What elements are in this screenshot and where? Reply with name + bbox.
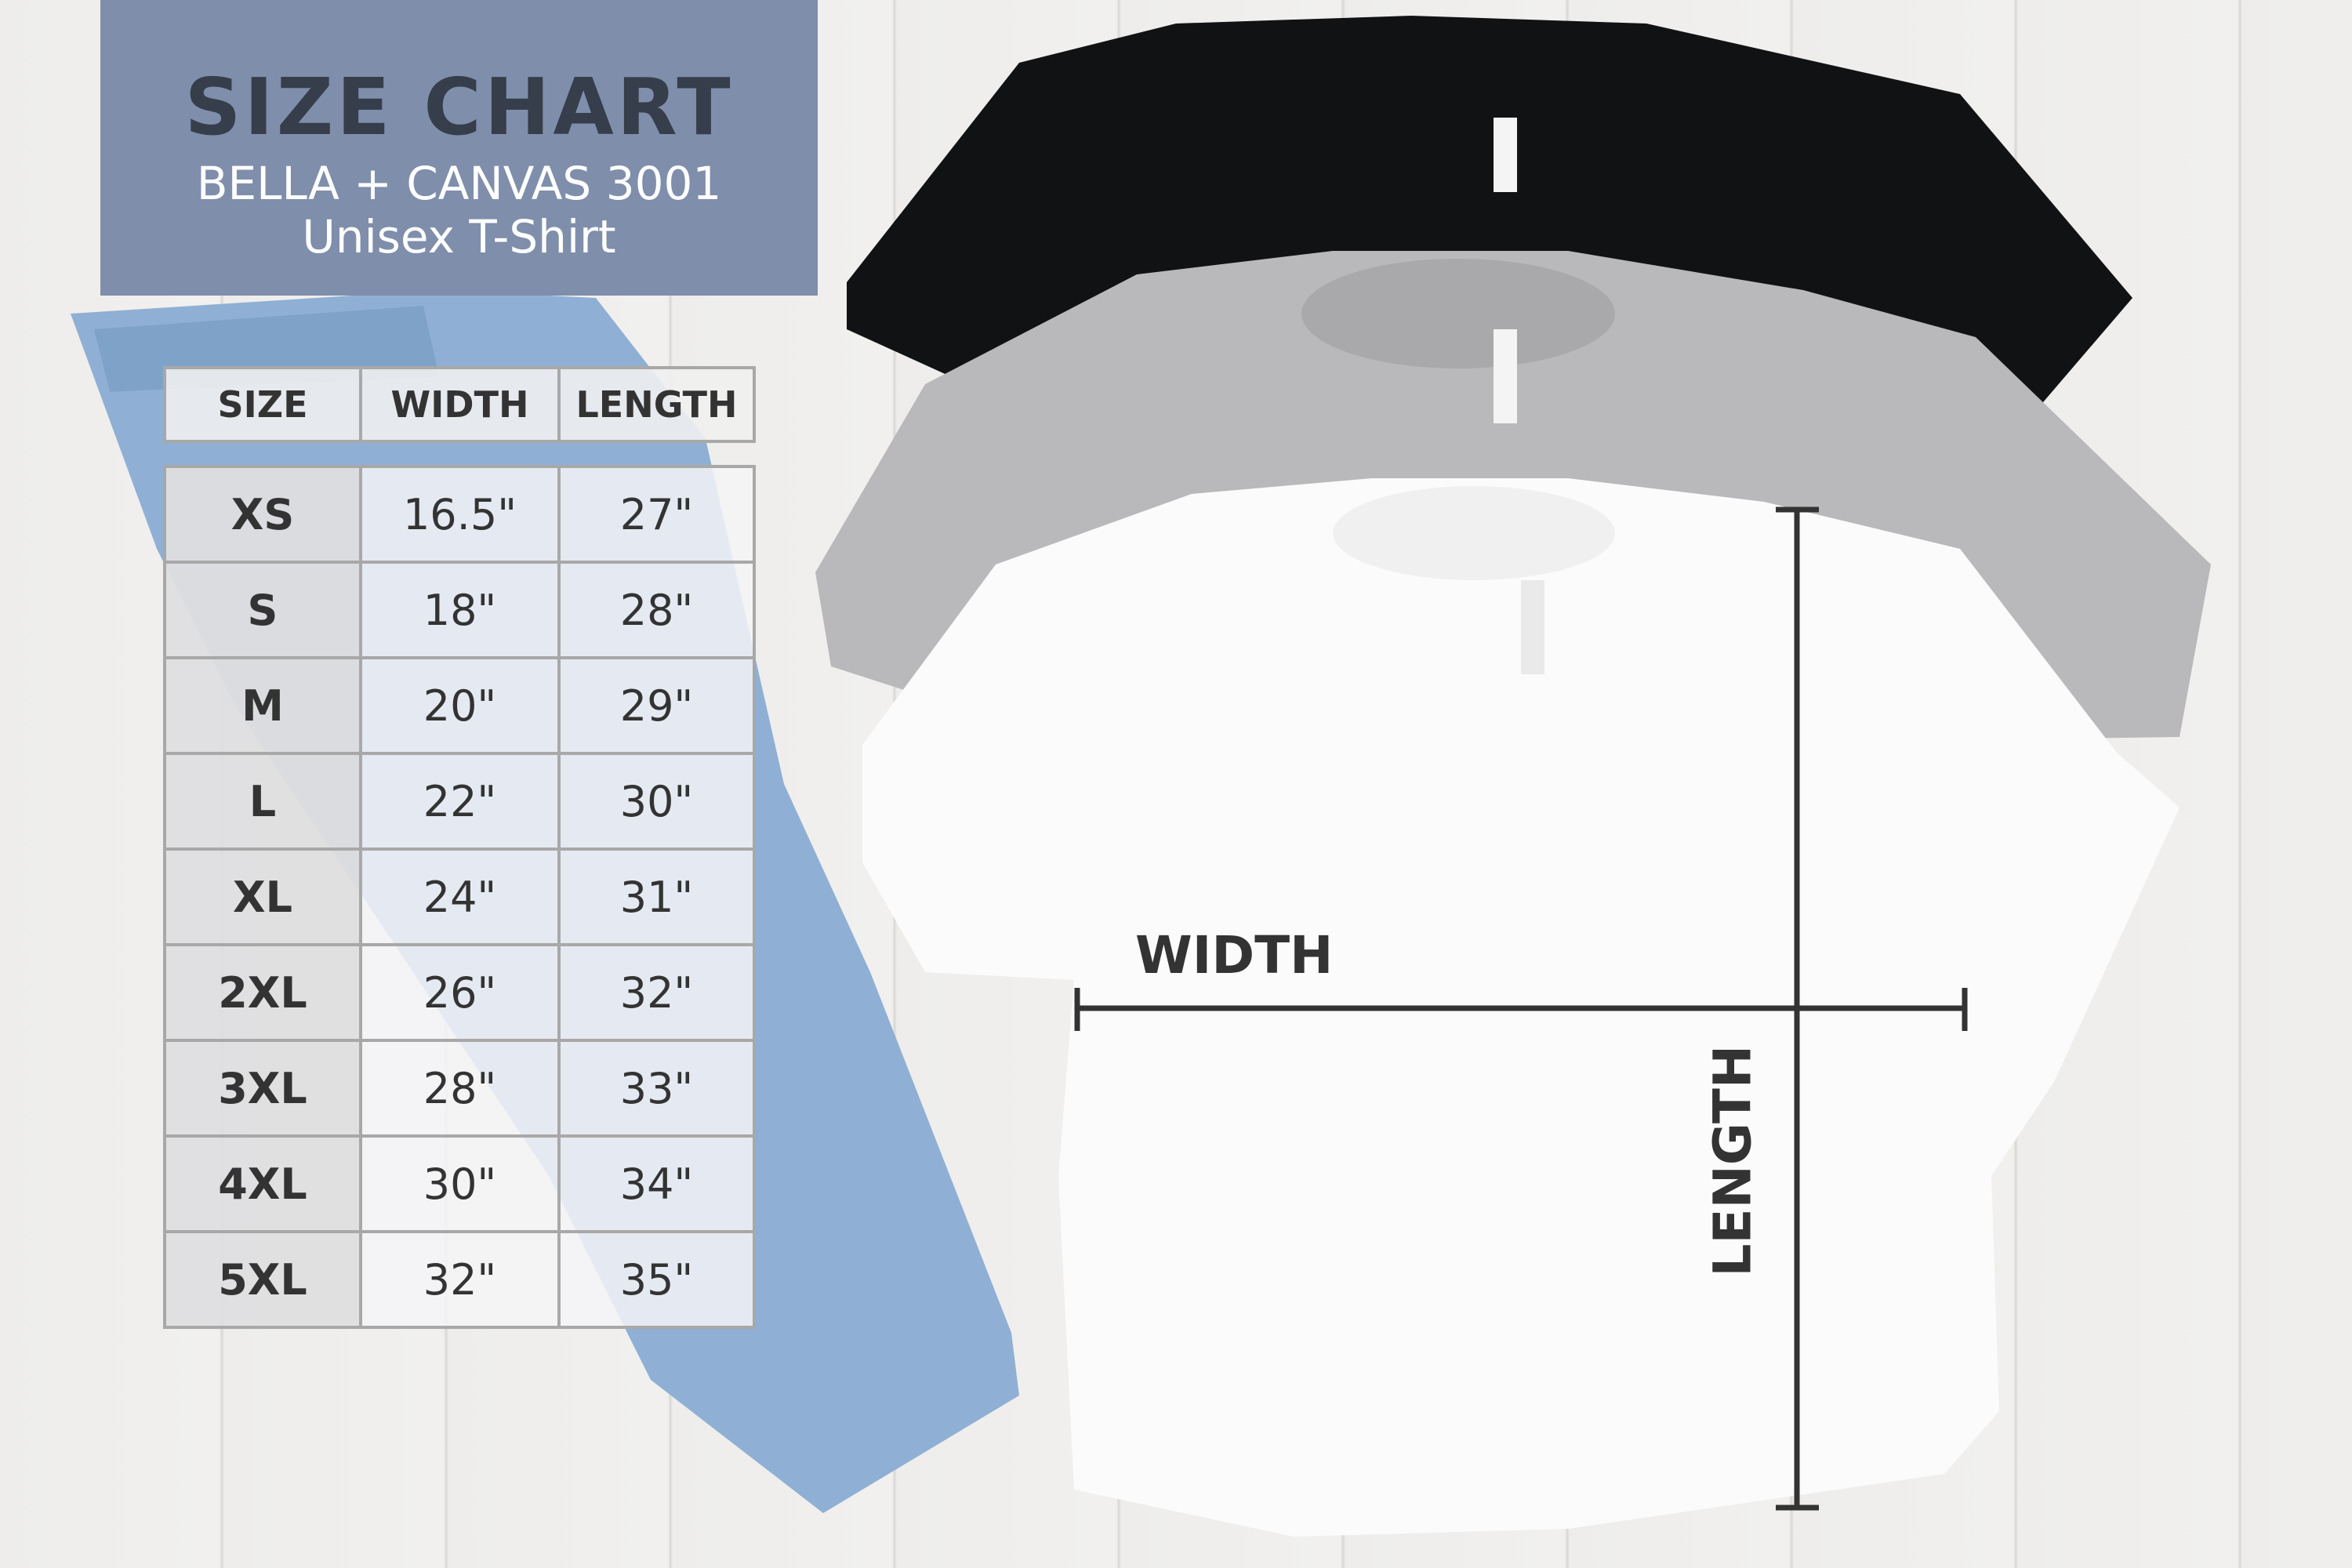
table-row: XL 24" 31" <box>163 848 756 946</box>
column-header-length: LENGTH <box>557 366 756 443</box>
cell-width: 20" <box>359 656 561 755</box>
table-row: M 20" 29" <box>163 656 756 755</box>
cell-width: 30" <box>359 1134 561 1233</box>
cell-length: 32" <box>557 943 756 1042</box>
cell-length: 34" <box>557 1134 756 1233</box>
cell-size: 4XL <box>163 1134 362 1233</box>
table-row: 5XL 32" 35" <box>163 1230 756 1329</box>
cell-width: 16.5" <box>359 465 561 564</box>
cell-length: 30" <box>557 752 756 851</box>
cell-size: 2XL <box>163 943 362 1042</box>
size-chart-header: SIZE CHART BELLA + CANVAS 3001 Unisex T-… <box>100 0 818 296</box>
table-row: L 22" 30" <box>163 752 756 851</box>
cell-size: 5XL <box>163 1230 362 1329</box>
length-label: LENGTH <box>1702 1044 1763 1277</box>
cell-length: 33" <box>557 1039 756 1138</box>
column-header-size: SIZE <box>163 366 362 443</box>
size-table: XS 16.5" 27" S 18" 28" M 20" 29" L 22" 30" XL 24" 31" 2… <box>163 465 756 1329</box>
cell-width: 24" <box>359 848 561 946</box>
width-label: WIDTH <box>1135 925 1334 985</box>
table-row: 3XL 28" 33" <box>163 1039 756 1138</box>
cell-width: 18" <box>359 561 561 659</box>
page-title: SIZE CHART <box>184 61 734 153</box>
cell-width: 28" <box>359 1039 561 1138</box>
cell-size: S <box>163 561 362 659</box>
table-row: 2XL 26" 32" <box>163 943 756 1042</box>
cell-length: 31" <box>557 848 756 946</box>
table-row: 4XL 30" 34" <box>163 1134 756 1233</box>
cell-length: 29" <box>557 656 756 755</box>
cell-width: 32" <box>359 1230 561 1329</box>
cell-size: L <box>163 752 362 851</box>
cell-size: XL <box>163 848 362 946</box>
cell-size: XS <box>163 465 362 564</box>
table-row: XS 16.5" 27" <box>163 465 756 564</box>
width-measure-line <box>1074 988 1968 1031</box>
cell-size: M <box>163 656 362 755</box>
cell-width: 22" <box>359 752 561 851</box>
length-measure-line <box>1776 506 1819 1511</box>
product-type: Unisex T-Shirt <box>302 210 616 263</box>
product-name: BELLA + CANVAS 3001 <box>196 157 722 210</box>
table-row: S 18" 28" <box>163 561 756 659</box>
size-table-header: SIZE WIDTH LENGTH <box>163 366 756 443</box>
cell-length: 28" <box>557 561 756 659</box>
cell-length: 35" <box>557 1230 756 1329</box>
cell-width: 26" <box>359 943 561 1042</box>
cell-size: 3XL <box>163 1039 362 1138</box>
canvas-tag-icons <box>1494 118 1544 674</box>
column-header-width: WIDTH <box>359 366 561 443</box>
cell-length: 27" <box>557 465 756 564</box>
